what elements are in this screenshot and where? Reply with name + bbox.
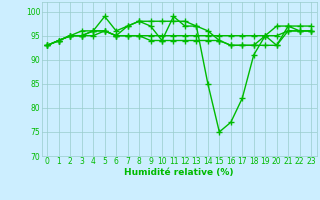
X-axis label: Humidité relative (%): Humidité relative (%)	[124, 168, 234, 177]
